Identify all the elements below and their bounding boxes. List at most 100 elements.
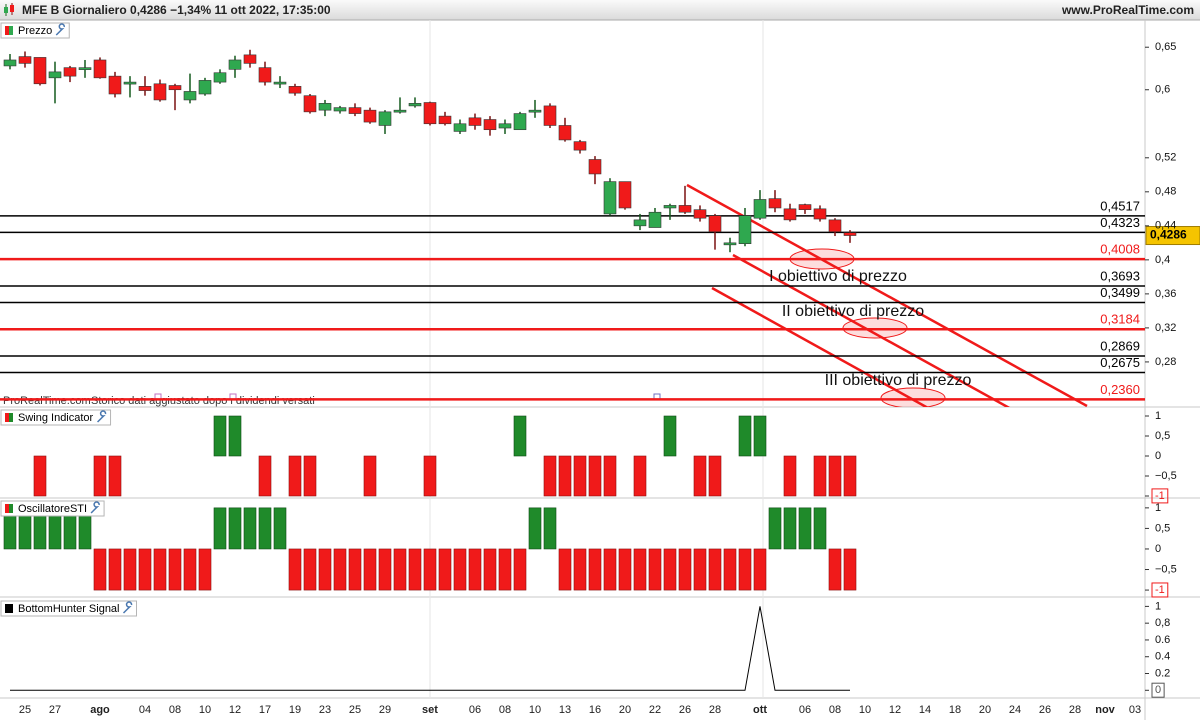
- panel-icon: [9, 504, 13, 513]
- header-icon: [4, 3, 14, 16]
- x-tick-label: 28: [709, 704, 721, 716]
- x-tick-label: 16: [589, 704, 601, 716]
- indicator-bar: [543, 507, 557, 550]
- indicator-bar: [843, 455, 857, 497]
- candle-body: [828, 219, 842, 233]
- panel-icon: [5, 504, 9, 513]
- x-tick-label: 08: [499, 704, 511, 716]
- candle-body: [588, 159, 602, 175]
- indicator-bar: [813, 507, 827, 550]
- candle-body: [438, 115, 452, 125]
- indicator-bar: [453, 548, 467, 591]
- y-tick-label: 0.2: [1155, 667, 1170, 679]
- candle-body: [843, 232, 857, 236]
- panel-title-text: BottomHunter Signal: [18, 603, 120, 615]
- indicator-bar: [138, 548, 152, 591]
- candle-body: [528, 109, 542, 113]
- indicator-bar: [663, 548, 677, 591]
- x-tick-label: 26: [1039, 704, 1051, 716]
- indicator-bar: [618, 548, 632, 591]
- indicator-bar: [243, 507, 257, 550]
- panel-icon: [9, 413, 13, 422]
- indicator-bar: [798, 507, 812, 550]
- candle-body: [333, 107, 347, 112]
- candle-body: [48, 71, 62, 79]
- x-tick-label: ago: [90, 704, 110, 716]
- x-tick-label: 04: [139, 704, 151, 716]
- y-tick-label: 1: [1155, 502, 1161, 514]
- indicator-bar: [378, 548, 392, 591]
- candle-body: [468, 117, 482, 126]
- indicator-bar: [258, 455, 272, 497]
- indicator-bar: [573, 455, 587, 497]
- indicator-bar: [333, 548, 347, 591]
- candle-body: [138, 86, 152, 91]
- candle-body: [243, 54, 257, 64]
- indicator-bar: [663, 415, 677, 457]
- indicator-bar: [303, 455, 317, 497]
- y-tick-label: 0,44: [1155, 220, 1176, 232]
- indicator-bar: [678, 548, 692, 591]
- indicator-bar: [423, 548, 437, 591]
- indicator-bar: [633, 548, 647, 591]
- source[interactable]: www.ProRealTime.com: [1061, 3, 1194, 17]
- candle-body: [258, 67, 272, 83]
- x-tick-label: 10: [529, 704, 541, 716]
- indicator-bar: [588, 548, 602, 591]
- candle-body: [753, 199, 767, 219]
- indicator-bar: [303, 548, 317, 591]
- indicator-bar: [783, 455, 797, 497]
- indicator-bar: [588, 455, 602, 497]
- indicator-bar: [723, 548, 737, 591]
- indicator-bar: [693, 455, 707, 497]
- y-tick-label: 0,5: [1155, 430, 1170, 442]
- candle-body: [603, 181, 617, 215]
- wrench-icon: [90, 501, 100, 514]
- candle-body: [123, 81, 137, 85]
- tick-highlight: [1151, 682, 1165, 698]
- indicator-bar: [213, 415, 227, 457]
- x-tick-label: 10: [859, 704, 871, 716]
- indicator-bar: [288, 548, 302, 591]
- indicator-bar: [768, 507, 782, 550]
- x-tick-label: 06: [469, 704, 481, 716]
- price-level-label: 0,3499: [1100, 285, 1140, 300]
- indicator-bar: [558, 455, 572, 497]
- panel-title-box: [0, 22, 70, 39]
- candle-body: [33, 57, 47, 85]
- disclaimer: Storico dati aggiustato dopo i dividendi…: [91, 395, 315, 407]
- y-tick-label: 0,32: [1155, 322, 1176, 334]
- y-tick-label: 0.6: [1155, 634, 1170, 646]
- header-bar: [0, 0, 1200, 20]
- candle-body: [648, 211, 662, 228]
- indicator-bar: [153, 548, 167, 591]
- candle-body: [498, 123, 512, 129]
- watermark: ProRealTime.com: [3, 395, 91, 407]
- wrench-icon: [97, 410, 107, 423]
- trend-line: [732, 253, 1011, 407]
- candle-body: [318, 103, 332, 111]
- panel-title-box: [0, 600, 137, 617]
- y-tick-label: 0,65: [1155, 41, 1176, 53]
- y-tick-label: 1: [1155, 410, 1161, 422]
- indicator-bar: [228, 415, 242, 457]
- annotation: I obiettivo di prezzo: [769, 268, 907, 285]
- price-level-label: 0,2869: [1100, 338, 1140, 353]
- last-price: 0,4286: [130, 3, 167, 17]
- annotation: III obiettivo di prezzo: [825, 372, 972, 389]
- indicator-bar: [828, 455, 842, 497]
- indicator-bar: [168, 548, 182, 591]
- panel-title-text: Swing Indicator: [18, 412, 94, 424]
- x-tick-label: 26: [679, 704, 691, 716]
- candle-body: [768, 198, 782, 209]
- x-tick-label: 14: [919, 704, 931, 716]
- indicator-bar: [813, 455, 827, 497]
- candle-body: [513, 113, 527, 131]
- candle-body: [183, 91, 197, 101]
- price-level-label: 0,4517: [1100, 198, 1140, 213]
- candle-body: [738, 215, 752, 244]
- indicator-bar: [108, 548, 122, 591]
- candle-body: [108, 75, 122, 95]
- panel-icon: [9, 26, 13, 35]
- trend-line: [711, 286, 929, 407]
